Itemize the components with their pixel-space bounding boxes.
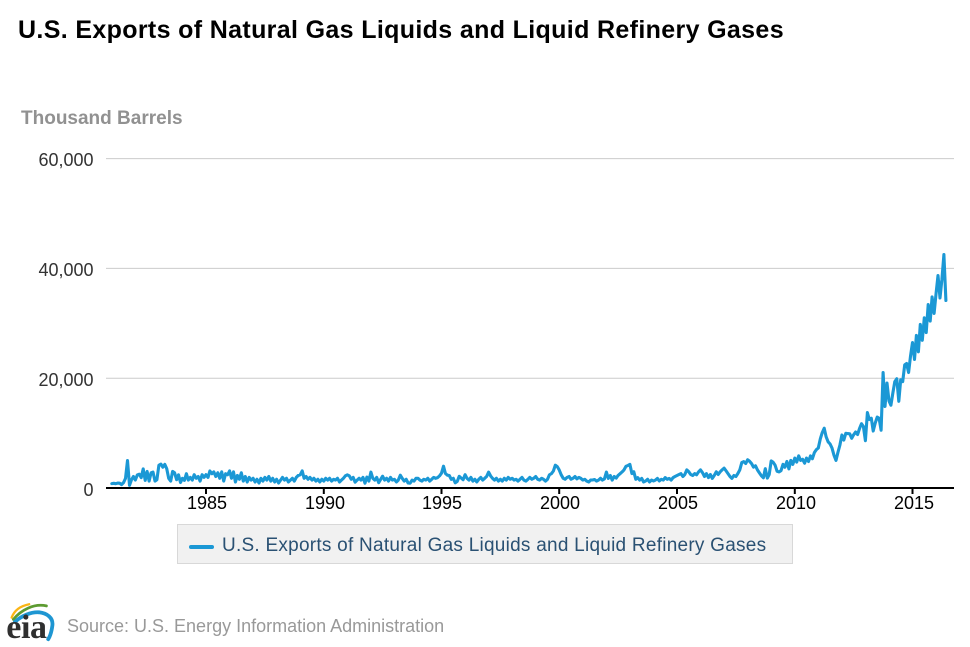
svg-text:eia: eia: [6, 609, 47, 643]
